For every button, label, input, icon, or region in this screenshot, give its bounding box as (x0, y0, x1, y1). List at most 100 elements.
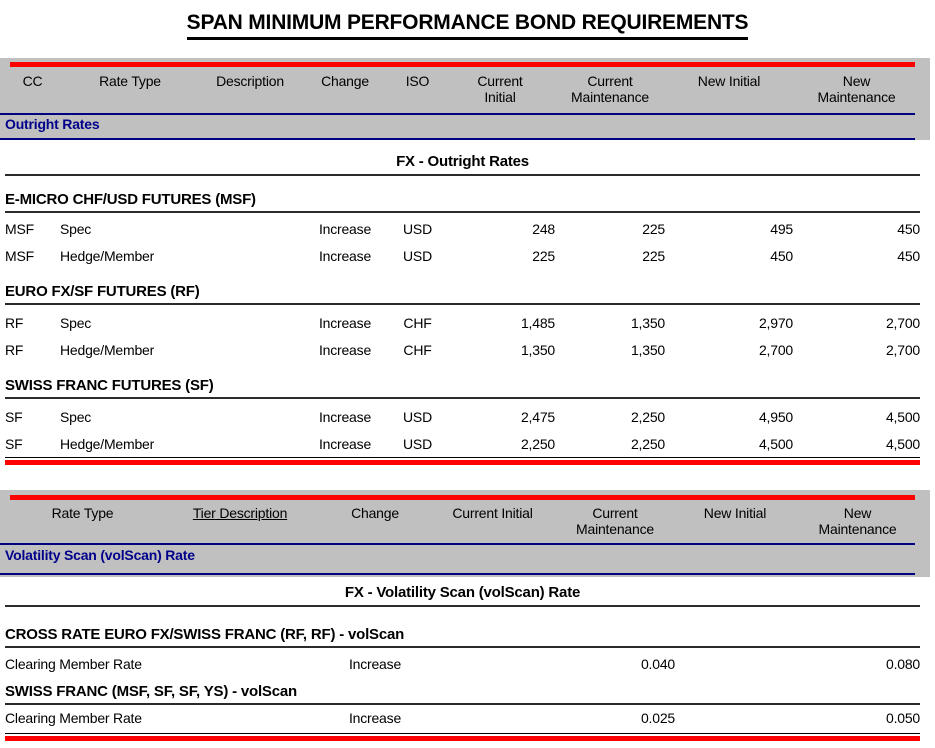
cell-cc: RF (5, 341, 24, 358)
cell-description (200, 309, 300, 336)
title-bar: SPAN MINIMUM PERFORMANCE BOND REQUIREMEN… (0, 11, 935, 40)
outright-rates-section: FX - Outright Rates E-MICRO CHF/USD FUTU… (0, 140, 935, 465)
cell-cc: SF (5, 435, 23, 452)
cell-change: Increase (348, 710, 402, 726)
subtitle-fx-outright-rates: FX - Outright Rates (5, 153, 920, 176)
navy-rule (0, 113, 915, 115)
table-row: Clearing Member Rate Increase 0.040 0.08… (5, 651, 920, 677)
cell-description (200, 242, 300, 269)
red-accent-bar-bottom (5, 736, 920, 741)
cell-iso: CHF (403, 314, 432, 331)
cell-new-maintenance: 4,500 (885, 408, 920, 425)
cell-current-maintenance: 2,250 (630, 435, 665, 452)
cell-cc: MSF (5, 220, 34, 237)
cell-description (200, 403, 300, 430)
cell-rate-type: Clearing Member Rate (5, 710, 142, 726)
cell-change: Increase (318, 341, 372, 358)
sf-rows: SF Spec Increase USD 2,475 2,250 4,950 4… (5, 403, 920, 457)
cell-current-maintenance: 225 (642, 247, 665, 264)
cell-rate-type: Spec (60, 408, 92, 425)
col-header-new-initial: New Initial (703, 505, 767, 521)
cell-new-maintenance: 450 (897, 247, 920, 264)
cell-new-initial: 4,950 (758, 408, 793, 425)
cell-description (200, 336, 300, 363)
red-accent-bar-top (10, 62, 915, 67)
cell-description (200, 430, 300, 457)
cell-current-initial: 2,475 (520, 408, 555, 425)
cell-new-rate: 0.050 (885, 710, 921, 726)
cell-change: Increase (318, 435, 372, 452)
cell-rate-type: Hedge/Member (60, 341, 155, 358)
col-header-current-maintenance: Current Maintenance (576, 505, 654, 537)
cell-description (200, 215, 300, 242)
group-heading-cross-rate: CROSS RATE EURO FX/SWISS FRANC (RF, RF) … (5, 626, 920, 648)
cell-rate-type: Spec (60, 314, 92, 331)
cell-current-initial: 2,250 (520, 435, 555, 452)
cell-rate-type: Clearing Member Rate (5, 656, 142, 672)
cell-iso: USD (403, 247, 432, 264)
cell-current-maintenance: 1,350 (630, 314, 665, 331)
group-heading-swiss-franc: SWISS FRANC (MSF, SF, SF, YS) - volScan (5, 683, 920, 705)
table-row: RF Hedge/Member Increase CHF 1,350 1,350… (5, 336, 920, 363)
subtitle-fx-volscan-rate: FX - Volatility Scan (volScan) Rate (5, 584, 920, 607)
outright-rates-column-headers: CC Rate Type Description Change ISO Curr… (5, 73, 920, 105)
cell-cc: RF (5, 314, 24, 331)
cell-current-rate: 0.040 (640, 656, 676, 672)
table-row: SF Spec Increase USD 2,475 2,250 4,950 4… (5, 403, 920, 430)
cell-current-initial: 225 (532, 247, 555, 264)
red-accent-bar (10, 495, 915, 500)
cell-rate-type: Hedge/Member (60, 247, 155, 264)
cell-new-maintenance: 2,700 (885, 314, 920, 331)
cross-rate-rows: Clearing Member Rate Increase 0.040 0.08… (5, 651, 920, 677)
cell-new-initial: 2,970 (758, 314, 793, 331)
cell-current-initial: 248 (532, 220, 555, 237)
col-header-current-initial: Current Initial (452, 505, 533, 521)
col-header-description: Description (216, 73, 284, 89)
group-heading-rf: EURO FX/SF FUTURES (RF) (5, 283, 920, 305)
cell-current-initial: 1,350 (520, 341, 555, 358)
cell-new-maintenance: 450 (897, 220, 920, 237)
cell-cc: SF (5, 408, 23, 425)
cell-new-initial: 495 (770, 220, 793, 237)
col-header-iso: ISO (405, 73, 430, 89)
col-header-new-initial: New Initial (697, 73, 761, 89)
cell-current-maintenance: 1,350 (630, 341, 665, 358)
cell-iso: USD (403, 408, 432, 425)
cell-change: Increase (318, 408, 372, 425)
navy-rule (0, 543, 915, 545)
cell-iso: USD (403, 435, 432, 452)
header-row: CC Rate Type Description Change ISO Curr… (5, 73, 920, 105)
col-header-change: Change (351, 505, 399, 521)
cell-change: Increase (348, 656, 402, 672)
cell-change: Increase (318, 220, 372, 237)
volscan-column-headers: Rate Type Tier Description Change Curren… (5, 505, 920, 537)
navy-rule (0, 573, 915, 575)
rf-rows: RF Spec Increase CHF 1,485 1,350 2,970 2… (5, 309, 920, 363)
group-heading-sf: SWISS FRANC FUTURES (SF) (5, 377, 920, 399)
cell-current-maintenance: 225 (642, 220, 665, 237)
red-accent-bar-divider (5, 460, 920, 465)
volscan-header-band: Rate Type Tier Description Change Curren… (0, 490, 930, 577)
volscan-section: FX - Volatility Scan (volScan) Rate CROS… (0, 577, 935, 741)
section-label-volscan-rate: Volatility Scan (volScan) Rate (5, 547, 195, 563)
table-row: MSF Spec Increase USD 248 225 495 450 (5, 215, 920, 242)
col-header-change: Change (321, 73, 369, 89)
col-header-rate-type: Rate Type (51, 505, 114, 521)
col-header-current-maintenance: Current Maintenance (571, 73, 649, 105)
cell-iso: USD (403, 220, 432, 237)
group-heading-msf: E-MICRO CHF/USD FUTURES (MSF) (5, 191, 920, 213)
col-header-cc: CC (22, 73, 43, 89)
col-header-tier-description: Tier Description (192, 505, 288, 521)
section-label-outright-rates: Outright Rates (5, 116, 100, 132)
table-row: RF Spec Increase CHF 1,485 1,350 2,970 2… (5, 309, 920, 336)
table-row: Clearing Member Rate Increase 0.025 0.05… (5, 705, 920, 731)
cell-new-initial: 4,500 (758, 435, 793, 452)
cell-current-rate: 0.025 (640, 710, 676, 726)
cell-current-maintenance: 2,250 (630, 408, 665, 425)
black-rule (5, 457, 920, 458)
msf-rows: MSF Spec Increase USD 248 225 495 450 MS… (5, 215, 920, 269)
cell-change: Increase (318, 314, 372, 331)
cell-new-maintenance: 4,500 (885, 435, 920, 452)
col-header-rate-type: Rate Type (99, 73, 161, 89)
